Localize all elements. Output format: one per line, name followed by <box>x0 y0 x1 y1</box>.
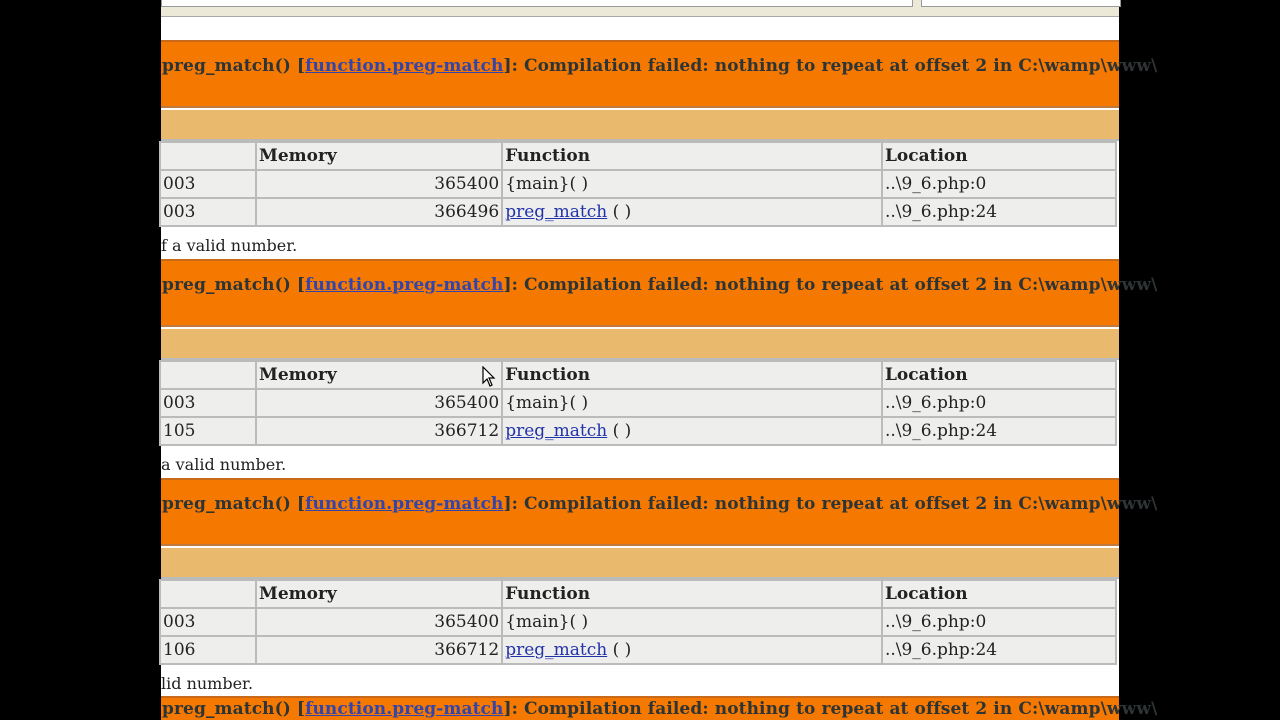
memory-cell: 365400 <box>254 388 504 418</box>
location-cell: ..\9_6.php:0 <box>880 607 1118 637</box>
function-link[interactable]: function.preg-match <box>305 494 504 514</box>
call-stack-header <box>161 329 1119 360</box>
time-cell: 105 <box>159 416 257 446</box>
address-bar[interactable] <box>161 0 913 7</box>
col-function: Function <box>501 579 883 609</box>
table-header-row: Memory Function Location <box>159 579 1118 609</box>
function-link[interactable]: function.preg-match <box>305 56 504 76</box>
memory-cell: 366496 <box>254 197 504 227</box>
output-text: f a valid number. <box>161 236 298 255</box>
error-banner: preg_match() [function.preg-match]: Comp… <box>161 259 1157 327</box>
table-row: 003 365400 {main}( ) ..\9_6.php:0 <box>159 607 1118 637</box>
time-cell: 003 <box>159 197 257 227</box>
function-link[interactable]: preg_match <box>505 202 608 222</box>
col-time <box>159 141 257 171</box>
time-cell: 003 <box>159 607 257 637</box>
col-memory: Memory <box>254 579 504 609</box>
table-row: 106 366712 preg_match ( ) ..\9_6.php:24 <box>159 635 1118 665</box>
col-memory: Memory <box>254 141 504 171</box>
function-cell: {main}( ) <box>501 388 883 418</box>
output-text: a valid number. <box>161 455 287 474</box>
call-stack-table: Memory Function Location 003 365400 {mai… <box>159 360 1118 446</box>
memory-cell: 365400 <box>254 169 504 199</box>
output-text: lid number. <box>161 674 254 693</box>
table-row: 105 366712 preg_match ( ) ..\9_6.php:24 <box>159 416 1118 446</box>
table-row: 003 366496 preg_match ( ) ..\9_6.php:24 <box>159 197 1118 227</box>
table-row: 003 365400 {main}( ) ..\9_6.php:0 <box>159 169 1118 199</box>
location-cell: ..\9_6.php:0 <box>880 169 1118 199</box>
function-link[interactable]: function.preg-match <box>305 275 504 295</box>
col-function: Function <box>501 141 883 171</box>
location-cell: ..\9_6.php:24 <box>880 635 1118 665</box>
location-cell: ..\9_6.php:24 <box>880 197 1118 227</box>
time-cell: 106 <box>159 635 257 665</box>
call-stack-table: Memory Function Location 003 365400 {mai… <box>159 579 1118 665</box>
col-time <box>159 579 257 609</box>
table-header-row: Memory Function Location <box>159 141 1118 171</box>
memory-cell: 366712 <box>254 635 504 665</box>
error-message: preg_match() [function.preg-match]: Comp… <box>162 699 1158 719</box>
memory-cell: 366712 <box>254 416 504 446</box>
col-function: Function <box>501 360 883 390</box>
error-banner: preg_match() [function.preg-match]: Comp… <box>161 40 1157 108</box>
location-cell: ..\9_6.php:0 <box>880 388 1118 418</box>
browser-toolbar <box>161 0 1121 17</box>
time-cell: 003 <box>159 388 257 418</box>
error-banner: preg_match() [function.preg-match]: Comp… <box>161 696 1157 720</box>
memory-cell: 365400 <box>254 607 504 637</box>
function-cell: preg_match ( ) <box>501 197 883 227</box>
table-row: 003 365400 {main}( ) ..\9_6.php:0 <box>159 388 1118 418</box>
function-link[interactable]: preg_match <box>505 421 608 441</box>
function-cell: {main}( ) <box>501 607 883 637</box>
search-box[interactable] <box>921 0 1121 7</box>
call-stack-table: Memory Function Location 003 365400 {mai… <box>159 141 1118 227</box>
time-cell: 003 <box>159 169 257 199</box>
col-location: Location <box>880 579 1118 609</box>
function-cell: {main}( ) <box>501 169 883 199</box>
error-message: preg_match() [function.preg-match]: Comp… <box>162 494 1158 514</box>
call-stack-header <box>161 548 1119 579</box>
error-message: preg_match() [function.preg-match]: Comp… <box>162 56 1158 76</box>
browser-viewport: preg_match() [function.preg-match]: Comp… <box>159 0 1157 720</box>
call-stack-header <box>161 110 1119 141</box>
col-location: Location <box>880 141 1118 171</box>
function-cell: preg_match ( ) <box>501 635 883 665</box>
col-time <box>159 360 257 390</box>
function-link[interactable]: function.preg-match <box>305 699 504 719</box>
mouse-cursor-icon <box>482 366 496 387</box>
error-banner: preg_match() [function.preg-match]: Comp… <box>161 478 1157 546</box>
error-message: preg_match() [function.preg-match]: Comp… <box>162 275 1158 295</box>
location-cell: ..\9_6.php:24 <box>880 416 1118 446</box>
function-cell: preg_match ( ) <box>501 416 883 446</box>
table-header-row: Memory Function Location <box>159 360 1118 390</box>
col-memory: Memory <box>254 360 504 390</box>
col-location: Location <box>880 360 1118 390</box>
function-link[interactable]: preg_match <box>505 640 608 660</box>
